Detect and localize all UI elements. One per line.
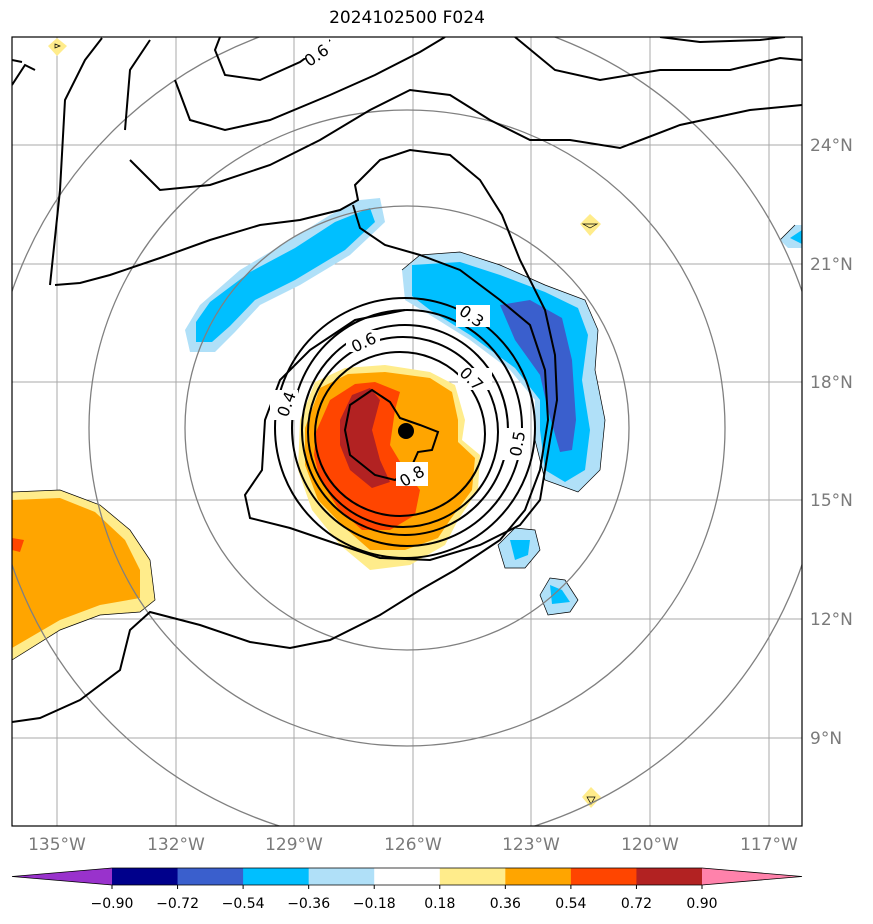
range-rings xyxy=(12,37,802,826)
longitude-labels: 135°W 132°W 129°W 126°W 123°W 120°W 117°… xyxy=(28,835,798,855)
colorbar-segment xyxy=(308,868,375,885)
colorbar-segment xyxy=(112,868,179,885)
central-warm-core xyxy=(298,365,480,570)
lat-label: 12°N xyxy=(810,610,853,630)
left-warm-anomaly xyxy=(12,490,155,660)
colorbar-tick-label: −0.36 xyxy=(287,896,330,912)
colorbar-segment xyxy=(570,868,637,885)
colorbar-tick-label: 0.36 xyxy=(490,896,521,912)
colorbar-segment xyxy=(505,868,572,885)
lon-label: 129°W xyxy=(265,835,323,855)
lat-label: 24°N xyxy=(810,136,853,156)
lon-label: 135°W xyxy=(28,835,86,855)
nw-cold-band xyxy=(185,198,385,352)
colorbar-tick-label: −0.72 xyxy=(156,896,199,912)
lon-label: 120°W xyxy=(621,835,679,855)
colorbar-segment xyxy=(243,868,310,885)
lon-label: 123°W xyxy=(502,835,560,855)
map-frame xyxy=(11,36,803,827)
colorbar-tick-label: −0.90 xyxy=(91,896,134,912)
small-cold-spots xyxy=(498,225,802,615)
colorbar-tick-label: 0.72 xyxy=(621,896,652,912)
lon-label: 132°W xyxy=(147,835,205,855)
map-plot-area: 0.6 0.3 0.6 0.7 0.4 0.5 0.8 xyxy=(12,37,802,826)
anomaly-outlines xyxy=(12,43,796,805)
contour-label: 0.5 xyxy=(506,430,529,458)
colorbar-tick-label: 0.18 xyxy=(424,896,455,912)
contour-label-group: 0.6 0.3 0.6 0.7 0.4 0.5 0.8 xyxy=(270,38,529,491)
colorbar-tick-label: 0.54 xyxy=(555,896,586,912)
lon-label: 117°W xyxy=(740,835,798,855)
colorbar-extend-max xyxy=(702,868,802,885)
colorbar-extend-min xyxy=(12,868,112,885)
contour-lines xyxy=(12,37,802,723)
lat-label: 9°N xyxy=(810,729,842,749)
colorbar-tick-label: −0.54 xyxy=(222,896,265,912)
colorbar-segment xyxy=(636,868,703,885)
storm-contours xyxy=(274,297,536,559)
storm-center-marker xyxy=(398,423,414,439)
lat-label: 18°N xyxy=(810,373,853,393)
lat-label: 15°N xyxy=(810,491,853,511)
colorbar-segment xyxy=(374,868,441,885)
colorbar: −0.90 −0.72 −0.54 −0.36 −0.18 0.18 0.36 0.54 0.7… xyxy=(11,867,803,912)
lon-label: 126°W xyxy=(384,835,442,855)
lat-label: 21°N xyxy=(810,255,853,275)
latitude-labels: 24°N 21°N 18°N 15°N 12°N 9°N xyxy=(810,136,853,749)
colorbar-segment xyxy=(177,868,244,885)
map-title: 2024102500 F024 xyxy=(329,8,485,28)
colorbar-tick-label: −0.18 xyxy=(353,896,396,912)
colorbar-segment xyxy=(439,868,506,885)
colorbar-tick-label: 0.90 xyxy=(686,896,717,912)
